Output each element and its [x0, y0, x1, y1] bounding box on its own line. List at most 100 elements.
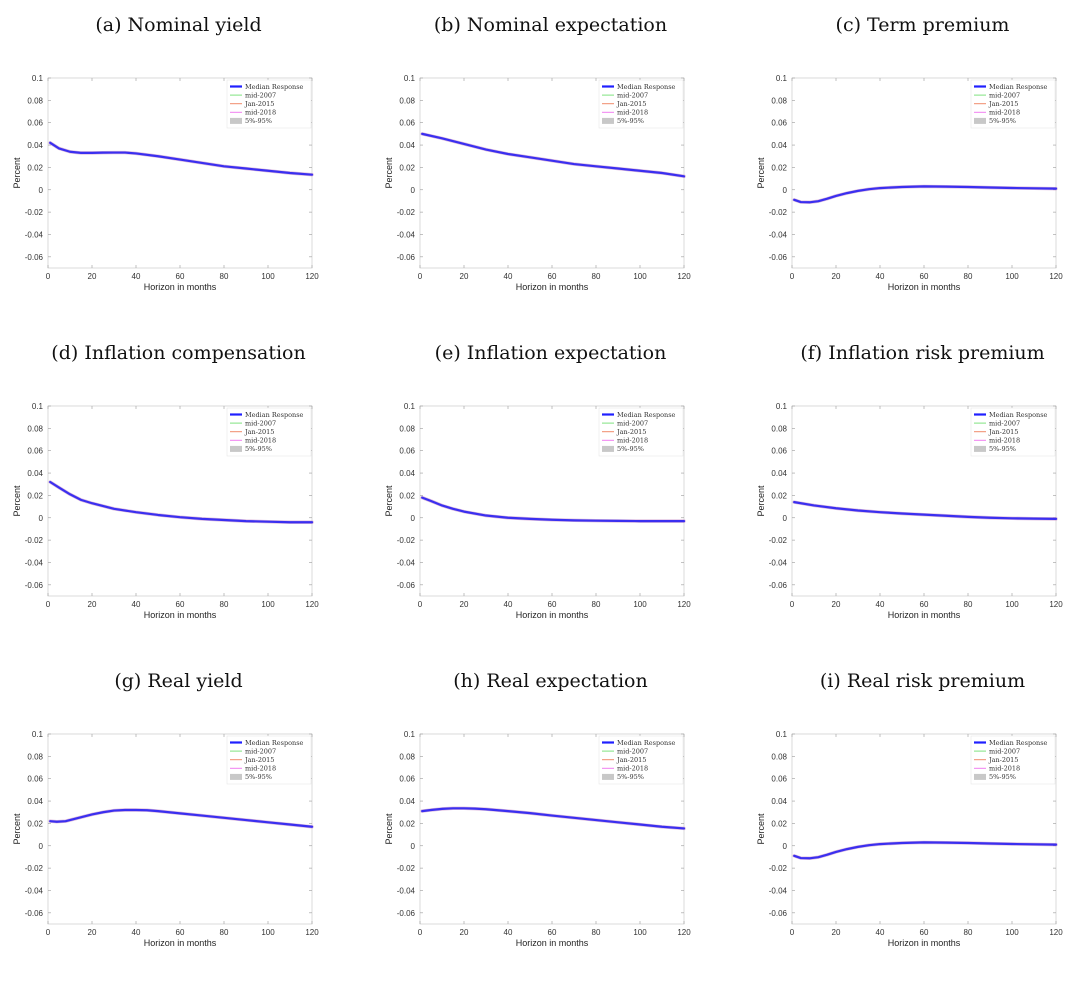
y-tick-label: 0.06 — [399, 775, 415, 784]
panel-title: (c) Term premium — [835, 14, 1010, 36]
legend-label: Median Response — [617, 411, 676, 419]
y-tick-label: -0.06 — [769, 581, 788, 590]
y-tick-label: 0.02 — [27, 163, 43, 172]
y-tick-label: 0 — [411, 186, 416, 195]
y-tick-label: 0 — [39, 186, 44, 195]
x-tick-label: 20 — [460, 272, 469, 281]
x-tick-label: 80 — [964, 928, 973, 937]
x-tick-label: 120 — [677, 928, 691, 937]
series-line-median — [49, 141, 314, 176]
y-tick-label: -0.04 — [397, 886, 416, 895]
series-line-median — [421, 132, 686, 178]
legend-label: mid-2018 — [989, 437, 1020, 445]
x-tick-label: 100 — [1005, 928, 1019, 937]
y-tick-label: 0.06 — [771, 447, 787, 456]
x-tick-label: 120 — [677, 272, 691, 281]
x-axis-label: Horizon in months — [144, 610, 217, 620]
series-line-median — [49, 808, 314, 828]
panel-real-expectation: (h) Real expectation 0 20 40 60 80 100 120 -0.0… — [372, 656, 729, 984]
y-tick-label: 0.08 — [399, 424, 415, 433]
x-tick-label: 100 — [633, 600, 647, 609]
legend-label: 5%-95% — [245, 117, 272, 125]
legend-label: mid-2018 — [617, 437, 648, 445]
legend-swatch-patch — [974, 117, 986, 124]
y-tick-label: -0.06 — [397, 253, 416, 262]
panel-title: (g) Real yield — [114, 670, 243, 692]
legend-label: 5%-95% — [989, 445, 1016, 453]
y-axis-label: Percent — [384, 157, 394, 189]
x-tick-label: 80 — [592, 272, 601, 281]
x-tick-label: 0 — [418, 600, 423, 609]
x-tick-label: 40 — [876, 600, 885, 609]
y-tick-label: 0.04 — [771, 469, 787, 478]
panel-title: (b) Nominal expectation — [433, 14, 668, 36]
x-tick-label: 100 — [261, 272, 275, 281]
y-tick-label: 0.02 — [771, 163, 787, 172]
x-tick-label: 80 — [220, 600, 229, 609]
legend-label: 5%-95% — [989, 773, 1016, 781]
legend: Median Responsemid-2007Jan-2015mid-20185… — [598, 79, 684, 129]
y-axis-label: Percent — [12, 813, 22, 845]
y-tick-label: 0 — [411, 514, 416, 523]
legend-label: mid-2018 — [245, 437, 276, 445]
x-tick-label: 120 — [1049, 600, 1063, 609]
x-tick-label: 60 — [548, 272, 557, 281]
legend-label: 5%-95% — [617, 117, 644, 125]
legend-label: mid-2007 — [989, 419, 1020, 427]
chart-svg: 0 20 40 60 80 100 120 -0.06 -0.04 -0.02 0 0.02 0.04 0… — [756, 74, 1063, 292]
y-tick-label: 0.1 — [776, 402, 788, 411]
y-tick-label: 0.1 — [404, 74, 416, 83]
y-tick-label: 0.08 — [771, 96, 787, 105]
series-line-median — [49, 480, 314, 524]
series-line-median — [793, 185, 1058, 204]
chart-svg: 0 20 40 60 80 100 120 -0.06 -0.04 -0.02 0 0.02 0.04 0… — [384, 730, 691, 948]
y-tick-label: 0.02 — [399, 163, 415, 172]
y-tick-label: 0.06 — [27, 119, 43, 128]
legend-label: Median Response — [617, 739, 676, 747]
y-tick-label: 0.04 — [399, 141, 415, 150]
y-tick-label: 0.04 — [399, 469, 415, 478]
x-tick-label: 40 — [504, 272, 513, 281]
panel-inflation-risk-premium: (f) Inflation risk premium 0 20 40 60 80 100 1… — [744, 328, 1071, 656]
legend-label: Median Response — [245, 411, 304, 419]
x-axis-label: Horizon in months — [516, 610, 589, 620]
y-tick-label: 0.04 — [399, 797, 415, 806]
y-tick-label: 0.1 — [776, 730, 788, 739]
y-tick-label: 0.06 — [771, 775, 787, 784]
x-tick-label: 20 — [460, 928, 469, 937]
x-tick-label: 20 — [832, 272, 841, 281]
y-tick-label: 0.02 — [399, 819, 415, 828]
x-tick-label: 120 — [677, 600, 691, 609]
y-tick-label: 0.08 — [27, 96, 43, 105]
x-tick-label: 40 — [132, 272, 141, 281]
x-tick-label: 100 — [1005, 600, 1019, 609]
series-line-median — [421, 807, 686, 830]
y-tick-label: 0.08 — [399, 752, 415, 761]
panel-title: (e) Inflation expectation — [434, 342, 667, 364]
y-tick-label: -0.02 — [25, 208, 44, 217]
legend-label: Median Response — [245, 739, 304, 747]
y-tick-label: 0.1 — [404, 730, 416, 739]
y-tick-label: 0.08 — [399, 96, 415, 105]
x-tick-label: 0 — [46, 600, 51, 609]
panel-title: (i) Real risk premium — [819, 670, 1026, 692]
x-tick-label: 100 — [1005, 272, 1019, 281]
x-tick-label: 100 — [633, 928, 647, 937]
x-tick-label: 40 — [504, 600, 513, 609]
series-line-median — [793, 841, 1058, 860]
legend-label: mid-2007 — [617, 747, 648, 755]
legend-label: Jan-2015 — [988, 756, 1018, 764]
legend-label: Jan-2015 — [616, 100, 646, 108]
panel-title: (f) Inflation risk premium — [800, 342, 1045, 364]
x-tick-label: 60 — [176, 600, 185, 609]
y-tick-label: 0 — [39, 514, 44, 523]
x-tick-label: 40 — [132, 600, 141, 609]
x-tick-label: 20 — [460, 600, 469, 609]
panel-nominal-yield: (a) Nominal yield 0 20 40 60 80 100 120 -0.06 -0… — [0, 0, 357, 328]
panel-real-yield: (g) Real yield 0 20 40 60 80 100 120 -0.06 -0.04… — [0, 656, 357, 984]
chart-svg: 0 20 40 60 80 100 120 -0.06 -0.04 -0.02 0 0.02 0.04 0… — [12, 730, 319, 948]
legend-label: mid-2018 — [245, 765, 276, 773]
y-tick-label: -0.02 — [397, 536, 416, 545]
legend-label: Jan-2015 — [244, 100, 274, 108]
x-tick-label: 60 — [920, 272, 929, 281]
